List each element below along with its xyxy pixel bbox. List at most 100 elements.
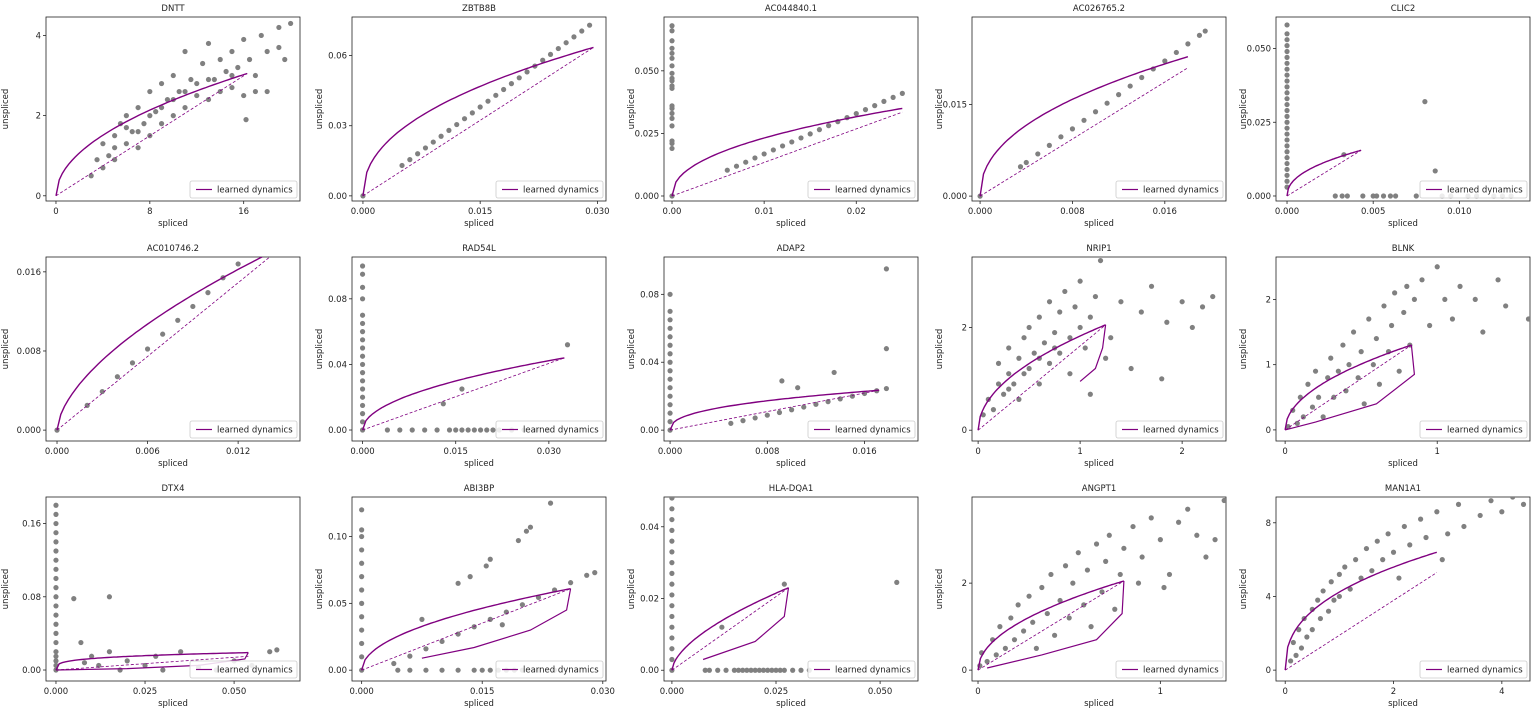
plot-content bbox=[977, 497, 1226, 671]
data-point bbox=[53, 502, 59, 508]
learned-dynamics-upper-curve bbox=[977, 324, 1106, 431]
data-point bbox=[1023, 159, 1029, 166]
data-point bbox=[1361, 401, 1367, 407]
data-point bbox=[123, 141, 129, 147]
learned-dynamics-upper-curve bbox=[362, 46, 594, 197]
data-point bbox=[1284, 90, 1290, 96]
data-point bbox=[990, 407, 997, 413]
data-point bbox=[769, 667, 775, 673]
data-point bbox=[1376, 381, 1383, 387]
data-point bbox=[1116, 92, 1122, 98]
data-point bbox=[571, 34, 577, 40]
data-point bbox=[359, 627, 365, 633]
data-point bbox=[359, 411, 366, 417]
learned-dynamics-upper-curve bbox=[979, 56, 1189, 197]
data-point bbox=[1510, 497, 1516, 500]
data-point bbox=[1353, 557, 1359, 563]
data-point bbox=[790, 667, 796, 673]
data-point bbox=[1046, 142, 1052, 148]
data-point bbox=[123, 125, 129, 131]
x-axis-label: spliced bbox=[1084, 219, 1114, 229]
data-point bbox=[883, 346, 890, 352]
data-point bbox=[669, 45, 675, 51]
panel-title: ANGPT1 bbox=[1082, 484, 1117, 494]
data-point bbox=[669, 635, 675, 641]
data-point bbox=[359, 320, 366, 327]
data-point bbox=[724, 167, 730, 173]
learned-dynamics-lower-curve bbox=[421, 588, 572, 659]
data-point bbox=[1472, 296, 1478, 303]
y-tick-label: 4 bbox=[1266, 592, 1271, 602]
data-point bbox=[88, 653, 95, 659]
data-point bbox=[1284, 160, 1290, 167]
y-tick-label: 0.00 bbox=[328, 192, 347, 202]
y-tick-label: 0.08 bbox=[328, 295, 347, 305]
y-axis-label: unspliced bbox=[1239, 569, 1249, 610]
data-point bbox=[669, 123, 675, 129]
legend-label: learned dynamics bbox=[217, 666, 293, 676]
data-point bbox=[1477, 512, 1483, 519]
data-point bbox=[669, 581, 675, 587]
data-point bbox=[781, 667, 787, 673]
panel-title: CLIC2 bbox=[1391, 4, 1416, 14]
data-point bbox=[669, 549, 675, 555]
data-point bbox=[1320, 414, 1326, 420]
data-point bbox=[1284, 78, 1290, 84]
data-point bbox=[1422, 99, 1428, 105]
x-tick-label: 0.02 bbox=[847, 207, 866, 217]
legend-label: learned dynamics bbox=[835, 186, 911, 196]
data-point bbox=[1069, 126, 1076, 132]
data-point bbox=[723, 667, 729, 673]
y-tick-label: 0 bbox=[962, 426, 967, 436]
data-point bbox=[1309, 627, 1315, 633]
data-point bbox=[831, 369, 837, 376]
data-point bbox=[1457, 283, 1463, 289]
data-point bbox=[455, 667, 461, 673]
data-point bbox=[764, 412, 770, 418]
data-point bbox=[217, 56, 223, 63]
data-point bbox=[112, 133, 118, 139]
data-point bbox=[1495, 277, 1501, 283]
data-point bbox=[669, 28, 675, 34]
y-axis-label: unspliced bbox=[315, 329, 325, 370]
data-point bbox=[1108, 335, 1114, 341]
panel-dtx4: DTX4 0.000 0.025 0.050 0.00 0.08 0.16 spliced un… bbox=[1, 484, 301, 709]
data-point bbox=[667, 393, 673, 399]
y-tick-label: 0.000 bbox=[635, 192, 659, 202]
data-point bbox=[455, 631, 461, 637]
data-point bbox=[501, 86, 507, 93]
data-point bbox=[53, 530, 59, 536]
plot-area bbox=[45, 256, 301, 442]
steady-state-line bbox=[979, 67, 1189, 197]
data-point bbox=[547, 500, 554, 506]
data-point bbox=[777, 667, 783, 673]
legend-box bbox=[495, 420, 604, 439]
data-point bbox=[94, 157, 100, 163]
y-tick-label: 0.00 bbox=[640, 426, 659, 436]
plot-area bbox=[663, 496, 919, 682]
data-point bbox=[1320, 588, 1326, 594]
panel-title: AC026765.2 bbox=[1073, 4, 1125, 14]
learned-dynamics-lower-curve bbox=[1079, 324, 1107, 382]
legend: learned dynamics bbox=[495, 660, 604, 679]
data-point bbox=[440, 401, 446, 407]
data-point bbox=[1284, 54, 1290, 60]
data-point bbox=[1358, 575, 1364, 581]
panel-rad54l: RAD54L 0.000 0.015 0.030 0.00 0.04 0.08 spliced… bbox=[315, 244, 607, 469]
data-point bbox=[251, 247, 256, 252]
data-point bbox=[471, 624, 477, 630]
legend: learned dynamics bbox=[1115, 660, 1224, 679]
legend-label: learned dynamics bbox=[1447, 186, 1523, 196]
data-point bbox=[1284, 149, 1290, 155]
plot-area bbox=[663, 16, 919, 202]
data-point bbox=[1118, 299, 1124, 305]
data-point bbox=[1139, 554, 1145, 560]
data-point bbox=[1284, 48, 1290, 55]
data-point bbox=[776, 409, 783, 416]
learned-dynamics-upper-curve bbox=[56, 257, 264, 431]
y-tick-label: 0.00 bbox=[22, 666, 41, 676]
data-point bbox=[246, 56, 253, 63]
x-tick-label: 4 bbox=[1499, 687, 1504, 697]
legend-label: learned dynamics bbox=[1143, 426, 1219, 436]
data-point bbox=[1520, 501, 1527, 507]
